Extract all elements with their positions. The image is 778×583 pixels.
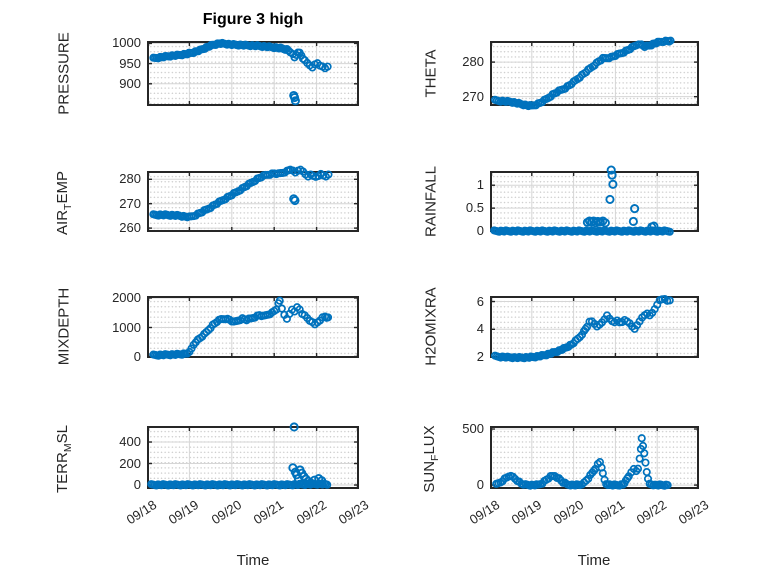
- air_temp-ytick-label: 280: [119, 171, 141, 187]
- terr_msl-ytick-label: 400: [119, 434, 141, 450]
- terr_msl-ytick-label: 0: [133, 477, 141, 493]
- subplot-theta: [490, 36, 699, 111]
- rainfall-canvas: [490, 165, 699, 236]
- pressure-ytick-label: 1000: [112, 35, 141, 51]
- rainfall-ytick-label: 0.5: [465, 200, 484, 216]
- mixdepth-ytick-label: 2000: [112, 290, 141, 305]
- terr_msl-xtick-label: 09/19: [166, 497, 202, 528]
- theta-ytick-label: 280: [462, 54, 484, 70]
- x-axis-label-left: Time: [236, 552, 270, 569]
- air_temp-ytick-label: 260: [119, 220, 141, 236]
- h2omixra-ytick-label: 2: [476, 349, 484, 365]
- terr_msl-xtick-label: 09/20: [208, 497, 244, 528]
- mixdepth-ytick-label: 1000: [112, 319, 141, 335]
- figure-title: Figure 3 high: [202, 11, 304, 28]
- sun_flux-xtick-label: 09/21: [592, 497, 628, 528]
- sun_flux-ytick-label: 0: [476, 477, 484, 493]
- air_temp-canvas: [147, 165, 359, 232]
- sun_flux-ylabel: SUNFLUX: [421, 424, 441, 493]
- h2omixra-ytick-label: 6: [476, 293, 484, 309]
- h2omixra-ytick-label: 4: [476, 321, 484, 337]
- air_temp-ytick-label: 270: [119, 195, 141, 211]
- x-axis-label-right: Time: [577, 552, 611, 569]
- sun_flux-ytick-label: 500: [462, 421, 484, 437]
- terr_msl-xtick-label: 09/21: [250, 497, 287, 528]
- subplot-terr_msl: [147, 422, 359, 490]
- sun_flux-xtick-label: 09/18: [466, 497, 503, 528]
- sun_flux-xtick-label: 09/19: [508, 497, 544, 528]
- theta-canvas: [490, 36, 699, 111]
- sun_flux-xtick-label: 09/23: [675, 497, 712, 528]
- sun_flux-xtick-label: 09/20: [550, 497, 586, 528]
- sun_flux-canvas: [490, 426, 699, 490]
- terr_msl-ylabel: TERRMSL: [54, 424, 74, 493]
- subplot-mixdepth: [147, 296, 359, 360]
- terr_msl-xtick-label: 09/23: [335, 497, 372, 528]
- pressure-canvas: [147, 38, 359, 106]
- subplot-air_temp: [147, 165, 359, 232]
- mixdepth-ytick-label: 0: [133, 348, 141, 364]
- terr_msl-canvas: [147, 422, 359, 490]
- h2omixra-canvas: [490, 294, 699, 363]
- subplot-h2omixra: [490, 294, 699, 363]
- pressure-ytick-label: 950: [119, 55, 141, 71]
- subplot-sun_flux: [490, 426, 699, 490]
- terr_msl-xtick-label: 09/22: [293, 497, 329, 528]
- subplot-pressure: [147, 38, 359, 106]
- mixdepth-canvas: [147, 296, 359, 360]
- sun_flux-xtick-label: 09/22: [633, 497, 670, 528]
- rainfall-ytick-label: 1: [476, 177, 484, 193]
- terr_msl-ytick-label: 200: [119, 455, 141, 471]
- theta-ytick-label: 270: [462, 88, 484, 104]
- terr_msl-xtick-label: 09/18: [123, 497, 160, 528]
- rainfall-ytick-label: 0: [476, 223, 484, 239]
- subplot-rainfall: [490, 165, 699, 236]
- pressure-ytick-label: 900: [119, 75, 141, 91]
